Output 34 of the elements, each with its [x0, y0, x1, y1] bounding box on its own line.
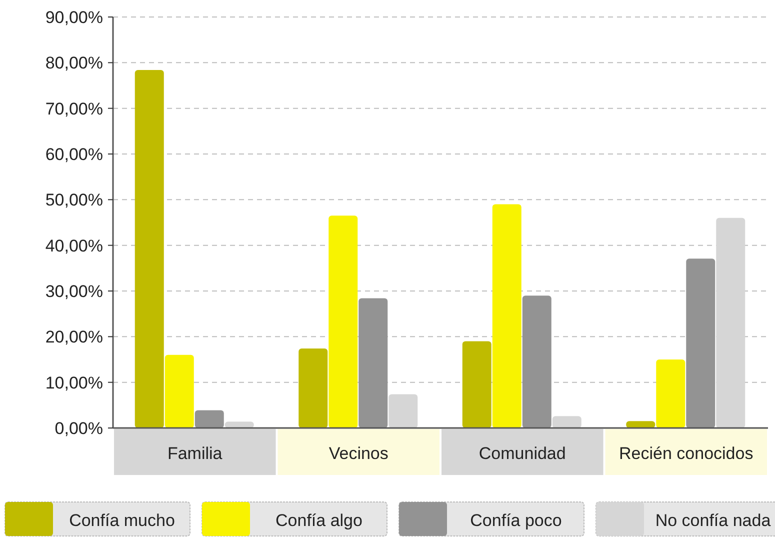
y-tick-label: 50,00%	[45, 190, 103, 210]
y-tick-label: 60,00%	[45, 145, 103, 164]
bar	[194, 410, 224, 428]
bar	[134, 70, 164, 428]
y-tick-label: 0,00%	[54, 419, 103, 438]
bar	[388, 394, 418, 428]
y-tick-label: 10,00%	[45, 373, 103, 392]
bar	[164, 354, 194, 428]
y-tick-label: 40,00%	[45, 236, 103, 256]
x-tick-label: Recién conocidos	[619, 444, 754, 463]
bar	[492, 204, 522, 428]
legend-label: Confía algo	[276, 511, 362, 530]
bar	[656, 360, 686, 428]
bar	[686, 258, 716, 428]
bar	[552, 416, 582, 428]
legend-label: Confía mucho	[69, 511, 175, 530]
bar	[224, 422, 254, 428]
bar	[716, 218, 746, 428]
bar	[328, 216, 358, 428]
bar	[522, 296, 552, 428]
x-tick-label: Comunidad	[478, 444, 566, 463]
y-tick-label: 20,00%	[45, 328, 103, 347]
x-tick-label: Vecinos	[328, 444, 388, 463]
bar	[358, 298, 388, 428]
bar	[626, 421, 656, 428]
legend-label: No confía nada	[655, 511, 772, 530]
y-tick-label: 70,00%	[45, 99, 103, 118]
bar	[462, 341, 492, 428]
y-tick-label: 30,00%	[45, 282, 103, 301]
y-tick-label: 90,00%	[45, 8, 103, 27]
bar	[298, 348, 328, 428]
legend-label: Confía poco	[470, 511, 562, 530]
y-tick-label: 80,00%	[45, 54, 103, 73]
x-tick-label: Familia	[167, 444, 223, 463]
